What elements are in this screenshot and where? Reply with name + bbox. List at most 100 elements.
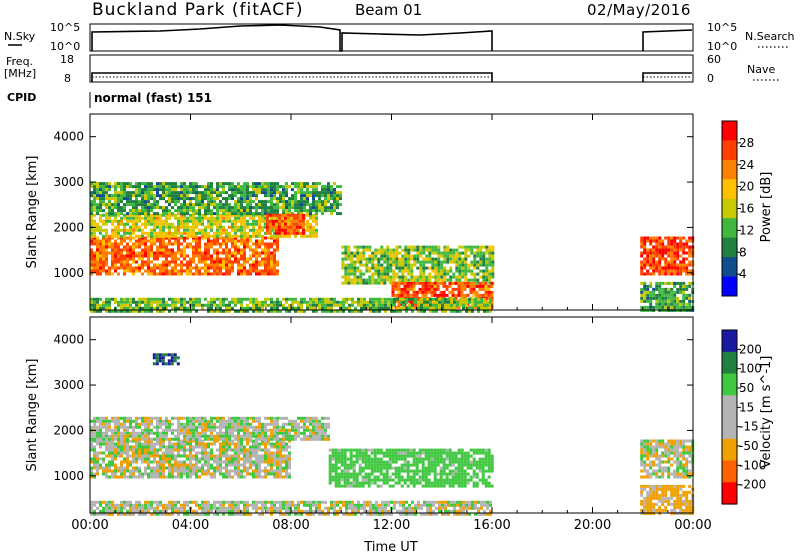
power-cell [491, 251, 495, 255]
power-cell [410, 263, 414, 267]
power-cell [670, 272, 674, 276]
power-cell [288, 234, 291, 238]
power-cell [286, 225, 290, 229]
velocity-cell [276, 466, 279, 470]
velocity-cell [210, 422, 213, 426]
power-cell [289, 213, 293, 217]
power-cell [177, 206, 180, 210]
velocity-cell [240, 451, 243, 455]
power-cell [213, 260, 216, 264]
power-cell [461, 245, 465, 249]
cpid-value: normal (fast) 151 [94, 91, 212, 105]
power-cell [365, 281, 369, 285]
power-cell [453, 300, 456, 304]
power-cell [437, 263, 441, 267]
velocity-cell [258, 463, 261, 467]
power-cell [162, 309, 165, 313]
velocity-cell [177, 428, 180, 432]
power-cell [392, 257, 396, 261]
power-cell [225, 239, 228, 243]
power-cell [135, 213, 138, 217]
power-cell [192, 297, 195, 301]
power-cell [207, 216, 210, 220]
power-cell [99, 260, 102, 264]
power-cell [135, 254, 138, 258]
velocity-cell [153, 442, 156, 446]
velocity-cell [255, 457, 258, 461]
power-cell [291, 297, 294, 301]
power-cell [258, 251, 261, 255]
power-cell [676, 272, 680, 276]
power-cell [309, 231, 312, 235]
power-cell [344, 248, 348, 252]
velocity-cell [195, 439, 198, 443]
power-cell [138, 300, 141, 304]
power-cell [286, 228, 290, 232]
power-cell [315, 185, 318, 189]
velocity-cell [144, 469, 147, 473]
power-cell [368, 254, 372, 258]
velocity-cell [219, 422, 222, 426]
power-cell [93, 200, 96, 204]
power-cell [640, 260, 644, 264]
velocity-cell [99, 431, 102, 435]
power-cell [150, 182, 153, 186]
velocity-cell [264, 428, 267, 432]
velocity-cell [120, 416, 123, 420]
power-cell [353, 278, 357, 282]
power-cell [192, 212, 195, 216]
power-cell [105, 222, 108, 226]
power-cell [147, 266, 150, 270]
power-cell [688, 245, 692, 249]
power-cell [243, 219, 246, 223]
power-cell [159, 185, 162, 189]
velocity-cell [291, 422, 294, 426]
power-cell [258, 254, 261, 258]
power-cell [168, 236, 171, 240]
power-cell [249, 191, 252, 195]
velocity-cell [150, 442, 153, 446]
power-cell [324, 206, 327, 210]
power-cell [330, 206, 333, 210]
velocity-cell [219, 469, 222, 473]
power-cell [386, 245, 390, 249]
power-cell [661, 305, 665, 309]
power-cell [255, 263, 258, 267]
velocity-cell [276, 422, 279, 426]
power-cell [165, 300, 168, 304]
power-cell [165, 219, 168, 223]
velocity-cell [246, 434, 249, 438]
power-cell [141, 239, 144, 243]
power-cell [180, 297, 183, 301]
power-cell [123, 197, 126, 201]
power-cell [297, 200, 300, 204]
power-cell [237, 197, 240, 201]
velocity-cell [264, 439, 267, 443]
power-cell [327, 303, 330, 307]
power-cell [347, 275, 351, 279]
power-cell [679, 281, 683, 285]
velocity-cell [255, 475, 258, 479]
power-cell [327, 185, 330, 189]
power-cell [491, 248, 495, 252]
power-colorbar-swatch [722, 179, 737, 200]
power-cell [207, 197, 210, 201]
power-cell [444, 300, 447, 304]
velocity-cell [141, 451, 144, 455]
power-cell [474, 300, 477, 304]
velocity-cell [246, 451, 249, 455]
power-cell [437, 251, 441, 255]
power-cell [147, 248, 150, 252]
power-cell [141, 236, 144, 240]
velocity-cell [189, 460, 192, 464]
power-cell [265, 222, 269, 226]
power-cell [96, 254, 99, 258]
power-cell [277, 216, 281, 220]
power-cell [646, 272, 650, 276]
power-cell [138, 188, 141, 192]
power-cell [243, 251, 246, 255]
power-cell [412, 287, 416, 291]
velocity-cell [231, 454, 234, 458]
power-cell [189, 266, 192, 270]
power-cell [283, 219, 287, 223]
